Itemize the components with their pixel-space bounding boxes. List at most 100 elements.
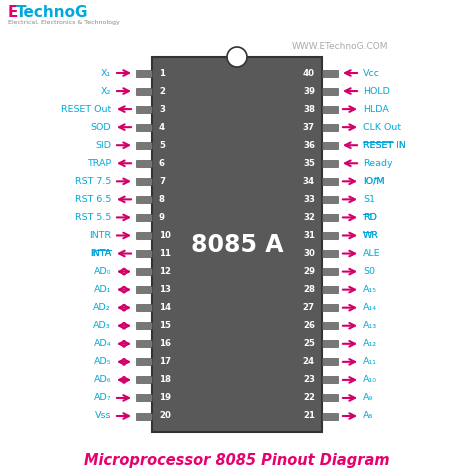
Text: INTA: INTA — [90, 249, 111, 258]
Text: INTA: INTA — [90, 249, 111, 258]
Text: 37: 37 — [303, 123, 315, 132]
Text: 16: 16 — [159, 339, 171, 348]
Text: CLK Out: CLK Out — [363, 123, 401, 132]
Text: 21: 21 — [303, 411, 315, 420]
Text: IO/M: IO/M — [363, 177, 384, 186]
Text: 30: 30 — [303, 249, 315, 258]
Text: 8085 A: 8085 A — [191, 233, 283, 256]
Text: RESET Out: RESET Out — [61, 105, 111, 114]
Bar — [136, 232, 152, 239]
Text: IO/M: IO/M — [363, 177, 384, 186]
Bar — [136, 196, 152, 203]
Text: RD: RD — [363, 213, 377, 222]
Text: AD₆: AD₆ — [93, 375, 111, 384]
Bar — [136, 214, 152, 221]
Text: A₁₃: A₁₃ — [363, 321, 377, 330]
Circle shape — [227, 47, 247, 67]
Bar — [322, 322, 338, 329]
Bar — [136, 340, 152, 347]
Text: RST 7.5: RST 7.5 — [74, 177, 111, 186]
Text: 3: 3 — [159, 105, 165, 114]
Text: SID: SID — [95, 141, 111, 150]
Text: 18: 18 — [159, 375, 171, 384]
Bar — [136, 106, 152, 113]
Text: AD₇: AD₇ — [93, 393, 111, 402]
Text: 36: 36 — [303, 141, 315, 150]
Text: A₁₄: A₁₄ — [363, 303, 377, 312]
Text: 10: 10 — [159, 231, 171, 240]
Text: AD₂: AD₂ — [93, 303, 111, 312]
Text: 1: 1 — [159, 69, 165, 78]
Text: 34: 34 — [303, 177, 315, 186]
Bar — [322, 358, 338, 365]
Bar — [136, 250, 152, 257]
Text: RD: RD — [363, 213, 377, 222]
Text: A₉: A₉ — [363, 393, 373, 402]
Bar — [322, 160, 338, 167]
Text: 15: 15 — [159, 321, 171, 330]
Text: RST 6.5: RST 6.5 — [74, 195, 111, 204]
Text: 20: 20 — [159, 411, 171, 420]
Bar — [322, 304, 338, 311]
Text: RST 5.5: RST 5.5 — [74, 213, 111, 222]
Bar — [322, 232, 338, 239]
Text: TRAP: TRAP — [87, 159, 111, 168]
Text: SOD: SOD — [91, 123, 111, 132]
Bar — [136, 412, 152, 419]
Text: 14: 14 — [159, 303, 171, 312]
Text: 7: 7 — [159, 177, 165, 186]
Text: ALE: ALE — [363, 249, 381, 258]
Text: INTR: INTR — [89, 231, 111, 240]
Bar — [322, 70, 338, 76]
Text: 33: 33 — [303, 195, 315, 204]
Text: S1: S1 — [363, 195, 375, 204]
Text: 4: 4 — [159, 123, 165, 132]
Bar — [322, 250, 338, 257]
Text: AD₀: AD₀ — [93, 267, 111, 276]
Text: A₈: A₈ — [363, 411, 373, 420]
Text: 22: 22 — [303, 393, 315, 402]
Bar — [136, 70, 152, 76]
Bar — [152, 57, 322, 432]
Bar — [322, 178, 338, 185]
Bar — [136, 304, 152, 311]
Bar — [136, 268, 152, 275]
Text: 13: 13 — [159, 285, 171, 294]
Bar — [136, 124, 152, 131]
Bar — [322, 412, 338, 419]
Text: RESET IN: RESET IN — [363, 141, 406, 150]
Text: HOLD: HOLD — [363, 87, 390, 96]
Text: 6: 6 — [159, 159, 165, 168]
Text: S0: S0 — [363, 267, 375, 276]
Bar — [136, 160, 152, 167]
Text: INTA: INTA — [90, 249, 111, 258]
Text: A₁₂: A₁₂ — [363, 339, 377, 348]
Text: 26: 26 — [303, 321, 315, 330]
Text: AD₄: AD₄ — [93, 339, 111, 348]
Text: 19: 19 — [159, 393, 171, 402]
Bar — [136, 142, 152, 149]
Text: WWW.ETechnoG.COM: WWW.ETechnoG.COM — [292, 42, 388, 51]
Bar — [322, 142, 338, 149]
Text: Vcc: Vcc — [363, 69, 380, 78]
Bar — [322, 286, 338, 293]
Text: 38: 38 — [303, 105, 315, 114]
Text: HLDA: HLDA — [363, 105, 389, 114]
Text: 17: 17 — [159, 357, 171, 366]
Bar — [136, 322, 152, 329]
Text: 9: 9 — [159, 213, 165, 222]
Text: RESET IN: RESET IN — [363, 141, 406, 150]
Text: 39: 39 — [303, 87, 315, 96]
Bar — [136, 394, 152, 401]
Bar — [136, 286, 152, 293]
Bar — [322, 376, 338, 383]
Text: WR: WR — [363, 231, 379, 240]
Text: 25: 25 — [303, 339, 315, 348]
Text: AD₃: AD₃ — [93, 321, 111, 330]
Text: X₁: X₁ — [101, 69, 111, 78]
Bar — [322, 394, 338, 401]
Text: WR: WR — [363, 231, 379, 240]
Text: 23: 23 — [303, 375, 315, 384]
Text: 29: 29 — [303, 267, 315, 276]
Bar — [322, 106, 338, 113]
